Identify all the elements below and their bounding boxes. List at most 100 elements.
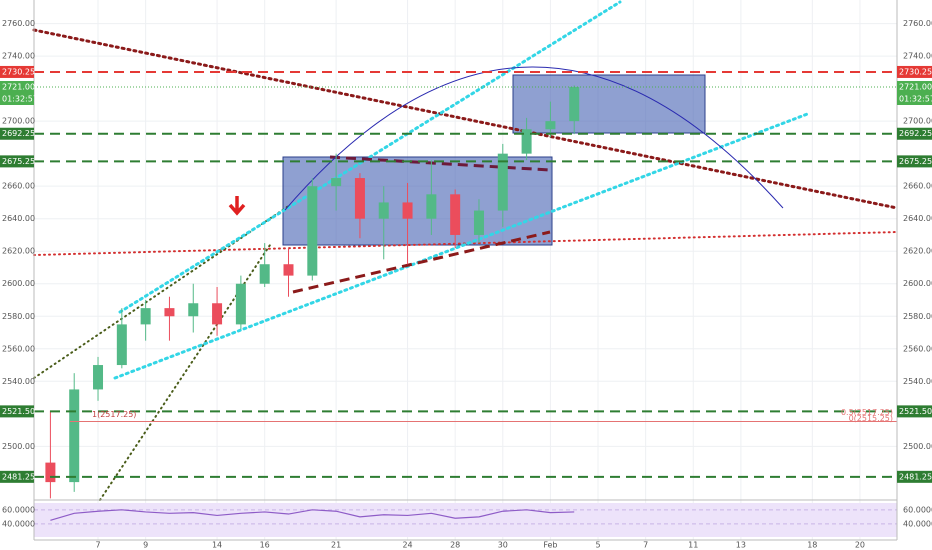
candle-body — [473, 210, 484, 235]
price-box-bg — [897, 155, 932, 168]
price-box-bg — [0, 80, 34, 93]
price-box-bg — [897, 65, 932, 78]
candle-body — [116, 324, 127, 366]
rsi-tick-label: 60.0000 — [903, 505, 932, 514]
y-tick-label: 2660.00 — [2, 182, 35, 191]
price-label: 2730.25 — [2, 67, 35, 76]
price-box-bg — [0, 127, 34, 140]
rsi-tick-label: 40.0000 — [903, 519, 932, 528]
candle-body — [331, 178, 342, 187]
price-box: 2692.25 — [0, 127, 35, 140]
x-tick-label: 28 — [450, 541, 460, 550]
price-label: 2521.50 — [899, 407, 932, 416]
candle-body — [164, 308, 175, 317]
countdown: 01:32:57 — [2, 94, 38, 103]
y-tick-label: 2540.00 — [903, 377, 932, 386]
price-box: 2675.25 — [897, 155, 932, 168]
price-box: 2721.00 01:32:57 — [897, 80, 932, 105]
y-tick-label: 2560.00 — [903, 344, 932, 353]
price-label: 2692.25 — [2, 129, 35, 138]
fib-label: 1(2517.25) — [92, 410, 136, 419]
rsi-tick-label: 60.0000 — [2, 505, 35, 514]
candle-body — [545, 121, 556, 130]
y-tick-label: 2700.00 — [2, 117, 35, 126]
price-box-bg — [0, 470, 34, 483]
y-tick-label: 2640.00 — [2, 214, 35, 223]
candle-body — [426, 194, 437, 219]
price-box: 2692.25 — [897, 127, 932, 140]
y-tick-label: 2700.00 — [903, 117, 932, 126]
candle-body — [45, 462, 56, 483]
x-tick-label: 21 — [331, 541, 341, 550]
price-label: 2721.00 — [899, 82, 932, 91]
trend-line — [32, 28, 899, 210]
price-box-bg — [897, 127, 932, 140]
x-tick-label: 16 — [260, 541, 270, 550]
y-tick-label: 2580.00 — [2, 312, 35, 321]
countdown-bg — [897, 92, 932, 105]
x-tick-label: 30 — [498, 541, 508, 550]
grid — [34, 0, 897, 540]
rsi-pane — [34, 503, 897, 537]
arrow — [228, 196, 246, 216]
x-tick-label: 20 — [855, 541, 865, 550]
x-tick-label: 7 — [95, 541, 100, 550]
candle-body — [497, 153, 508, 211]
y-tick-label: 2760.00 — [2, 19, 35, 28]
y-tick-label: 2540.00 — [2, 377, 35, 386]
trend-line — [33, 204, 291, 379]
channel-line — [118, 0, 622, 314]
price-box: 2521.50 — [897, 405, 932, 418]
candle-body — [188, 303, 199, 317]
y-tick-label: 2740.00 — [2, 52, 35, 61]
trend-line — [33, 231, 898, 256]
price-label: 2721.00 — [2, 82, 35, 91]
price-label: 2521.50 — [2, 407, 35, 416]
candle-body — [450, 194, 461, 235]
x-tick-label: 18 — [807, 541, 817, 550]
y-tick-label: 2660.00 — [903, 182, 932, 191]
y-tick-label: 2620.00 — [903, 247, 932, 256]
x-tick-label: 24 — [402, 541, 412, 550]
price-box-bg — [897, 80, 932, 93]
price-box-bg — [0, 65, 34, 78]
x-tick-label: Feb — [543, 541, 557, 550]
price-box-bg — [897, 405, 932, 418]
y-tick-label: 2620.00 — [2, 247, 35, 256]
candle-body — [569, 86, 580, 122]
range-box — [282, 156, 553, 246]
countdown: 01:32:57 — [899, 94, 932, 103]
candle-body — [212, 303, 223, 325]
price-label: 2692.25 — [899, 129, 932, 138]
rsi-tick-label: 40.0000 — [2, 519, 35, 528]
fib-label: 0(2515.25) — [849, 414, 893, 423]
price-box: 2521.50 — [0, 405, 35, 418]
y-tick-label: 2600.00 — [2, 279, 35, 288]
price-box-bg — [897, 470, 932, 483]
trend-line — [329, 155, 551, 172]
price-box-bg — [0, 405, 34, 418]
fib-label: 0.5(2517.25) — [841, 408, 893, 417]
rsi-band — [34, 503, 897, 537]
y-tick-label: 2760.00 — [903, 19, 932, 28]
candle-body — [140, 308, 151, 325]
candle-body — [235, 283, 246, 325]
y-tick-label: 2580.00 — [903, 312, 932, 321]
price-label: 2481.25 — [2, 472, 35, 481]
candle-body — [69, 389, 80, 483]
y-tick-label: 2500.00 — [903, 442, 932, 451]
price-label: 2675.25 — [899, 157, 932, 166]
trend-line — [292, 230, 551, 294]
price-label: 2675.25 — [2, 157, 35, 166]
countdown-bg — [0, 92, 34, 105]
labels: 2760.00 2760.00 2740.00 2740.00 2700.00 2700.… — [0, 19, 932, 550]
levels — [34, 70, 897, 478]
channel-line — [113, 111, 812, 380]
candle-body — [378, 202, 389, 219]
price-box: 2730.25 — [897, 65, 932, 78]
x-tick-label: 13 — [736, 541, 746, 550]
price-box: 2730.25 — [0, 65, 35, 78]
x-tick-label: 14 — [212, 541, 222, 550]
price-box: 2721.00 01:32:57 — [0, 80, 38, 105]
y-tick-label: 2640.00 — [903, 214, 932, 223]
